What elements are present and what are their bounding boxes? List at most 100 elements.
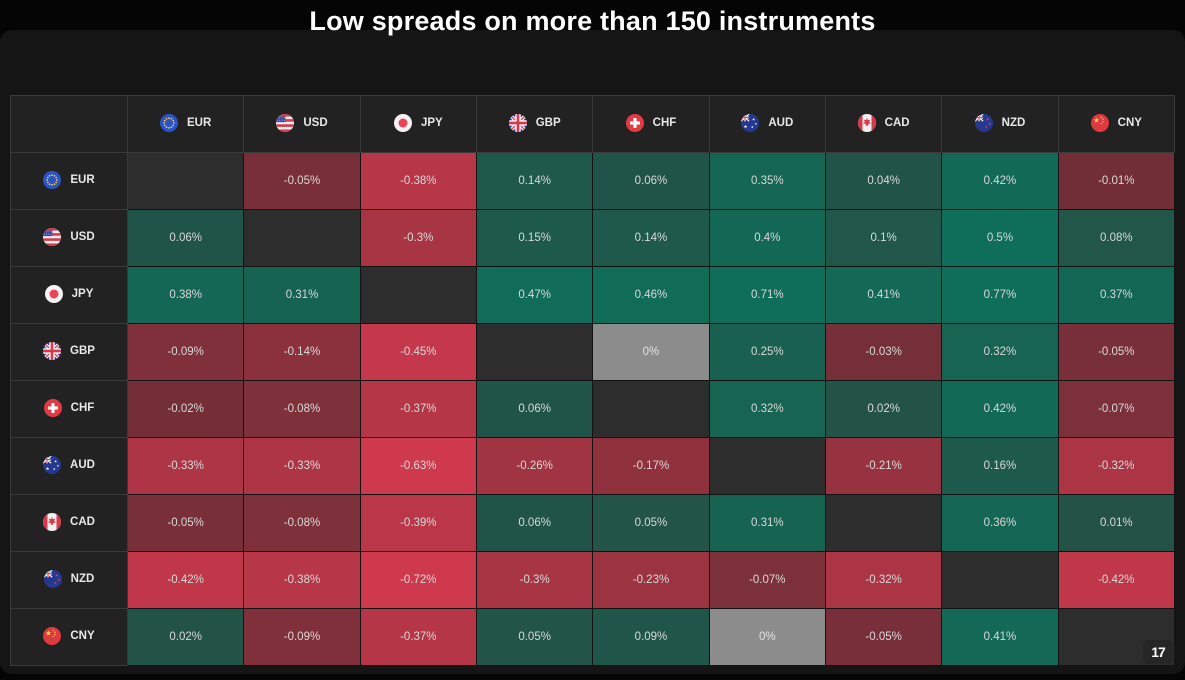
heatmap-cell-cad-usd[interactable]: -0.08% <box>243 494 361 552</box>
heatmap-cell-chf-usd[interactable]: -0.08% <box>243 380 361 438</box>
heatmap-cell-nzd-gbp[interactable]: -0.3% <box>475 551 594 609</box>
heatmap-cell-nzd-aud[interactable]: -0.07% <box>708 551 826 609</box>
heatmap-cell-usd-chf[interactable]: 0.14% <box>592 209 710 267</box>
heatmap-cell-cad-cny[interactable]: 0.01% <box>1057 494 1176 552</box>
heatmap-cell-gbp-nzd[interactable]: 0.32% <box>941 323 1059 381</box>
heatmap-cell-nzd-cny[interactable]: -0.42% <box>1057 551 1176 609</box>
heatmap-row-aud: AUD -0.33% -0.33% -0.63% -0.26% -0.17% -0.21% 0… <box>10 437 1176 495</box>
heatmap-cell-chf-cny[interactable]: -0.07% <box>1057 380 1176 438</box>
nzd-flag-icon <box>43 569 62 588</box>
heatmap-cell-cad-chf[interactable]: 0.05% <box>592 494 710 552</box>
heatmap-cell-nzd-cad[interactable]: -0.32% <box>824 551 943 609</box>
heatmap-cell-cad-jpy[interactable]: -0.39% <box>359 494 477 552</box>
heatmap-cell-eur-gbp[interactable]: 0.14% <box>475 152 594 210</box>
heatmap-cell-chf-chf <box>592 380 710 438</box>
heatmap-cell-gbp-aud[interactable]: 0.25% <box>708 323 826 381</box>
heatmap-cell-gbp-eur[interactable]: -0.09% <box>126 323 245 381</box>
heatmap-cell-usd-nzd[interactable]: 0.5% <box>941 209 1059 267</box>
row-header-label: USD <box>70 230 95 243</box>
heatmap-cell-gbp-cad[interactable]: -0.03% <box>824 323 943 381</box>
heatmap-cell-eur-usd[interactable]: -0.05% <box>243 152 361 210</box>
heatmap-cell-cny-gbp[interactable]: 0.05% <box>475 608 594 666</box>
column-header-label: EUR <box>187 116 212 129</box>
heatmap-cell-cny-aud[interactable]: 0% <box>708 608 826 666</box>
heatmap-cell-eur-jpy[interactable]: -0.38% <box>359 152 477 210</box>
row-header-cad: CAD <box>10 494 128 552</box>
heatmap-cell-usd-usd <box>243 209 361 267</box>
heatmap-cell-jpy-usd[interactable]: 0.31% <box>243 266 361 324</box>
heatmap-cell-usd-cad[interactable]: 0.1% <box>824 209 943 267</box>
heatmap-table: EUR USD JPY GBP CHF AUD CAD NZD CNY EUR -0.05% -0.3… <box>10 95 1176 666</box>
heatmap-cell-cny-usd[interactable]: -0.09% <box>243 608 361 666</box>
heatmap-cell-gbp-usd[interactable]: -0.14% <box>243 323 361 381</box>
column-header-nzd: NZD <box>941 95 1059 153</box>
heatmap-cell-nzd-usd[interactable]: -0.38% <box>243 551 361 609</box>
heatmap-cell-eur-cny[interactable]: -0.01% <box>1057 152 1176 210</box>
heatmap-cell-jpy-cny[interactable]: 0.37% <box>1057 266 1176 324</box>
heatmap-cell-nzd-nzd <box>941 551 1059 609</box>
heatmap-cell-gbp-jpy[interactable]: -0.45% <box>359 323 477 381</box>
cny-flag-icon <box>43 626 62 645</box>
aud-flag-icon <box>43 455 62 474</box>
heatmap-cell-chf-nzd[interactable]: 0.42% <box>941 380 1059 438</box>
heatmap-cell-jpy-eur[interactable]: 0.38% <box>126 266 245 324</box>
heatmap-cell-aud-nzd[interactable]: 0.16% <box>941 437 1059 495</box>
heatmap-cell-cny-cad[interactable]: -0.05% <box>824 608 943 666</box>
row-header-jpy: JPY <box>10 266 128 324</box>
heatmap-cell-aud-gbp[interactable]: -0.26% <box>475 437 594 495</box>
heatmap-cell-cny-nzd[interactable]: 0.41% <box>941 608 1059 666</box>
heatmap-cell-jpy-aud[interactable]: 0.71% <box>708 266 826 324</box>
heatmap-cell-chf-jpy[interactable]: -0.37% <box>359 380 477 438</box>
heatmap-cell-eur-aud[interactable]: 0.35% <box>708 152 826 210</box>
heatmap-cell-nzd-chf[interactable]: -0.23% <box>592 551 710 609</box>
jpy-flag-icon <box>44 284 63 303</box>
heatmap-cell-chf-cad[interactable]: 0.02% <box>824 380 943 438</box>
heatmap-cell-nzd-jpy[interactable]: -0.72% <box>359 551 477 609</box>
heatmap-cell-cad-nzd[interactable]: 0.36% <box>941 494 1059 552</box>
heatmap-cell-gbp-cny[interactable]: -0.05% <box>1057 323 1176 381</box>
column-header-eur: EUR <box>126 95 245 153</box>
heatmap-cell-jpy-cad[interactable]: 0.41% <box>824 266 943 324</box>
heatmap-cell-usd-gbp[interactable]: 0.15% <box>475 209 594 267</box>
heatmap-cell-aud-eur[interactable]: -0.33% <box>126 437 245 495</box>
usd-flag-icon <box>43 227 62 246</box>
heatmap-row-chf: CHF -0.02% -0.08% -0.37% 0.06% 0.32% 0.02% 0.42… <box>10 380 1176 438</box>
heatmap-cell-aud-cad[interactable]: -0.21% <box>824 437 943 495</box>
row-header-gbp: GBP <box>10 323 128 381</box>
heatmap-cell-eur-chf[interactable]: 0.06% <box>592 152 710 210</box>
heatmap-cell-chf-aud[interactable]: 0.32% <box>708 380 826 438</box>
eur-flag-icon <box>160 113 179 132</box>
heatmap-cell-gbp-chf[interactable]: 0% <box>592 323 710 381</box>
column-header-usd: USD <box>243 95 361 153</box>
heatmap-cell-usd-jpy[interactable]: -0.3% <box>359 209 477 267</box>
heatmap-cell-usd-eur[interactable]: 0.06% <box>126 209 245 267</box>
heatmap-cell-cny-eur[interactable]: 0.02% <box>126 608 245 666</box>
heatmap-cell-eur-cad[interactable]: 0.04% <box>824 152 943 210</box>
heatmap-cell-cad-gbp[interactable]: 0.06% <box>475 494 594 552</box>
chf-flag-icon <box>43 398 62 417</box>
heatmap-cell-nzd-eur[interactable]: -0.42% <box>126 551 245 609</box>
heatmap-cell-chf-eur[interactable]: -0.02% <box>126 380 245 438</box>
cad-flag-icon <box>43 512 62 531</box>
heatmap-cell-cad-aud[interactable]: 0.31% <box>708 494 826 552</box>
heatmap-cell-cad-eur[interactable]: -0.05% <box>126 494 245 552</box>
heatmap-cell-usd-cny[interactable]: 0.08% <box>1057 209 1176 267</box>
heatmap-cell-jpy-nzd[interactable]: 0.77% <box>941 266 1059 324</box>
heatmap-cell-jpy-gbp[interactable]: 0.47% <box>475 266 594 324</box>
row-header-usd: USD <box>10 209 128 267</box>
heatmap-row-jpy: JPY 0.38% 0.31% 0.47% 0.46% 0.71% 0.41% 0.77% 0.… <box>10 266 1176 324</box>
tradingview-logo[interactable]: 17 <box>1143 640 1173 664</box>
heatmap-cell-jpy-chf[interactable]: 0.46% <box>592 266 710 324</box>
heatmap-cell-cny-jpy[interactable]: -0.37% <box>359 608 477 666</box>
heatmap-cell-aud-cny[interactable]: -0.32% <box>1057 437 1176 495</box>
heatmap-cell-cny-chf[interactable]: 0.09% <box>592 608 710 666</box>
heatmap-cell-aud-chf[interactable]: -0.17% <box>592 437 710 495</box>
chf-flag-icon <box>625 113 644 132</box>
corner-cell <box>10 95 128 153</box>
heatmap-cell-aud-usd[interactable]: -0.33% <box>243 437 361 495</box>
heatmap-cell-aud-jpy[interactable]: -0.63% <box>359 437 477 495</box>
heatmap-row-cad: CAD -0.05% -0.08% -0.39% 0.06% 0.05% 0.31% 0.36… <box>10 494 1176 552</box>
heatmap-cell-eur-nzd[interactable]: 0.42% <box>941 152 1059 210</box>
heatmap-cell-chf-gbp[interactable]: 0.06% <box>475 380 594 438</box>
heatmap-cell-usd-aud[interactable]: 0.4% <box>708 209 826 267</box>
